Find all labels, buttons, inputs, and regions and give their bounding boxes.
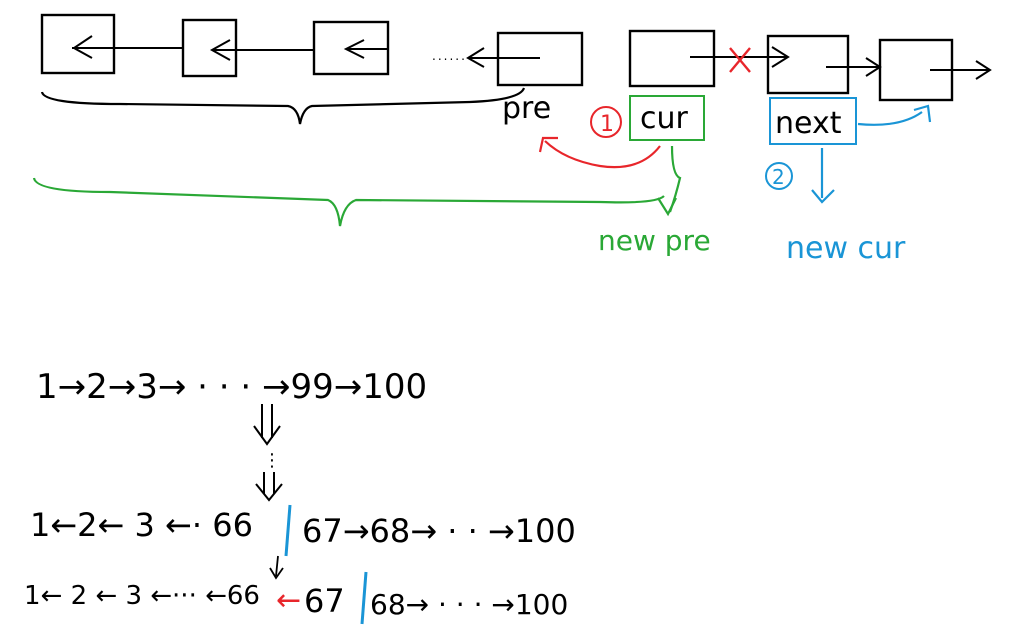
state-two-mid: 67 xyxy=(304,582,345,620)
state-transition-arrowhead xyxy=(269,567,284,580)
step-two-number: 2 xyxy=(772,165,785,189)
blue-down-arrowhead xyxy=(811,189,835,204)
arrowhead-pre-to-left xyxy=(466,47,485,68)
step-one-red-arrow xyxy=(544,140,661,169)
state-one-divider xyxy=(284,504,292,557)
arrowhead-next-to-after xyxy=(865,57,882,77)
node-box-1 xyxy=(40,13,116,75)
state-two-right: 68→ · · · →100 xyxy=(370,588,568,621)
node-box-next xyxy=(766,34,850,95)
state-one-right: 67→68→ · · →100 xyxy=(302,512,576,550)
label-next: next xyxy=(775,106,842,141)
brace-reversed-part xyxy=(40,87,526,125)
original-list: 1→2→3→ · · · →99→100 xyxy=(36,367,427,407)
forward-pointers xyxy=(690,46,992,80)
brace-new-reversed-part xyxy=(32,177,665,227)
arrowhead-2-to-1 xyxy=(72,35,93,59)
arrowhead-box3-inner xyxy=(343,39,365,59)
label-pre: pre xyxy=(502,91,551,126)
state-two-red-arrow: ← xyxy=(276,583,301,618)
label-cur: cur xyxy=(640,101,689,136)
step-one-circle xyxy=(590,106,622,138)
step-one-red-arrowhead xyxy=(538,136,558,153)
cur-label-box xyxy=(629,95,705,141)
next-label-box xyxy=(769,97,857,145)
transition-arrows xyxy=(253,404,283,502)
label-new-pre: new pre xyxy=(598,224,711,257)
top-ellipsis: ...... xyxy=(432,49,467,63)
reversed-pointers xyxy=(72,35,540,68)
blue-next-pointer-arrowhead xyxy=(913,104,932,123)
blue-next-pointer-arrow xyxy=(857,111,923,126)
arrowhead-after-to-end xyxy=(975,60,992,80)
node-box-cur xyxy=(628,29,716,88)
state-two-left: 1← 2 ← 3 ←··· ←66 xyxy=(24,581,260,611)
green-down-arrowhead xyxy=(657,197,677,217)
arrowhead-3-to-2 xyxy=(209,39,231,61)
state-one-left: 1←2← 3 ←· 66 xyxy=(30,506,253,544)
arrowhead-cur-to-next xyxy=(771,46,790,68)
step-one-number: 1 xyxy=(600,112,614,137)
state-transition-arrow xyxy=(275,555,279,577)
label-new-cur: new cur xyxy=(786,231,906,266)
node-box-2 xyxy=(181,18,238,78)
intermediate-dots: ⋮ xyxy=(263,450,281,471)
step-two-circle xyxy=(765,162,793,190)
cut-link-cross-icon xyxy=(729,47,751,73)
state-two-divider xyxy=(360,571,368,625)
